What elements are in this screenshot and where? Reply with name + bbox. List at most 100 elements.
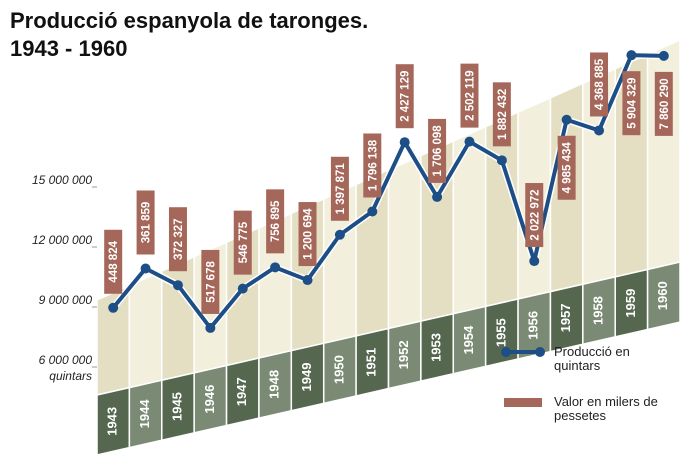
value-box: 4 985 434 xyxy=(557,135,576,200)
value-box-bg xyxy=(395,64,414,129)
x-tick-label: 1947 xyxy=(234,377,249,406)
value-label: 2 022 972 xyxy=(529,189,541,240)
legend-swatch xyxy=(501,347,545,357)
point xyxy=(172,280,183,291)
value-box-bg xyxy=(201,249,220,314)
value-box-bg xyxy=(330,156,349,221)
legend: Producció en quintars Valor en milers de … xyxy=(500,345,690,445)
x-tick-label: 1954 xyxy=(461,325,476,355)
point xyxy=(334,229,345,240)
chart-subtitle: 1943 - 1960 xyxy=(10,36,127,61)
value-box-bg xyxy=(492,82,511,147)
column xyxy=(96,284,131,396)
point xyxy=(399,137,410,148)
value-box: 756 895 xyxy=(266,189,285,254)
x-tick-label: 1960 xyxy=(655,281,670,310)
value-box-bg xyxy=(428,118,447,183)
legend-key xyxy=(500,395,546,409)
value-box: 4 368 885 xyxy=(590,52,609,117)
value-label: 1 397 871 xyxy=(335,163,347,215)
y-tick-label: 15 000 000 xyxy=(32,173,92,187)
legend-item: Producció en quintars xyxy=(500,345,690,373)
value-label: 361 859 xyxy=(141,202,153,244)
x-tick-label: 1948 xyxy=(267,370,282,399)
legend-box xyxy=(504,398,542,407)
value-label: 372 327 xyxy=(173,218,185,260)
point xyxy=(594,125,605,136)
value-box-bg xyxy=(104,229,123,294)
value-box: 372 327 xyxy=(168,207,187,272)
x-tick-label: 1957 xyxy=(558,303,573,332)
value-box: 1 882 432 xyxy=(492,82,511,147)
point xyxy=(529,256,540,267)
value-box-bg xyxy=(233,210,252,275)
point xyxy=(626,50,637,61)
point xyxy=(658,50,669,61)
value-box-bg xyxy=(590,52,609,117)
value-box: 546 775 xyxy=(233,210,252,275)
value-box: 2 427 129 xyxy=(395,64,414,129)
chart-title: Producció espanyola de taronges. xyxy=(10,8,368,33)
value-box-bg xyxy=(168,207,187,272)
value-box-bg xyxy=(654,71,673,136)
point xyxy=(464,136,475,147)
point xyxy=(237,283,248,294)
value-box-bg xyxy=(136,190,155,255)
y-tick-label: 6 000 000 xyxy=(39,353,93,367)
legend-point xyxy=(501,347,511,357)
legend-key xyxy=(500,345,546,359)
value-box: 1 200 694 xyxy=(298,202,317,267)
x-tick-label: 1953 xyxy=(429,333,444,362)
point xyxy=(367,206,378,217)
point xyxy=(496,155,507,166)
value-label: 7 860 290 xyxy=(659,78,671,129)
value-box-bg xyxy=(460,63,479,128)
line xyxy=(111,53,664,330)
value-label: 2 502 119 xyxy=(465,70,477,121)
x-tick-label: 1943 xyxy=(105,407,120,436)
value-box-bg xyxy=(557,135,576,200)
value-box: 361 859 xyxy=(136,190,155,255)
value-box: 517 678 xyxy=(201,249,220,314)
x-tick-label: 1951 xyxy=(364,348,379,377)
value-box: 2 502 119 xyxy=(460,63,479,128)
value-box-bg xyxy=(525,183,544,248)
column xyxy=(128,269,163,389)
x-tick-label: 1949 xyxy=(299,363,314,392)
value-label: 1 706 098 xyxy=(432,125,444,177)
legend-item: Valor en milers de pessetes xyxy=(500,395,690,423)
y-tick-label: 9 000 000 xyxy=(39,293,93,307)
value-label: 1 200 694 xyxy=(303,208,315,260)
value-box-bg xyxy=(622,71,641,136)
value-label: 756 895 xyxy=(270,200,282,242)
value-box: 448 824 xyxy=(104,229,123,294)
value-box: 1 397 871 xyxy=(330,156,349,221)
value-box-bg xyxy=(266,189,285,254)
value-box-bg xyxy=(298,202,317,267)
point xyxy=(205,322,216,333)
value-label: 2 427 129 xyxy=(400,71,412,122)
legend-swatch xyxy=(504,398,542,407)
value-label: 1 796 138 xyxy=(367,139,379,191)
x-tick-label: 1944 xyxy=(137,399,152,429)
value-label: 448 824 xyxy=(108,240,120,282)
value-label: 546 775 xyxy=(238,221,250,263)
value-label: 1 882 432 xyxy=(497,89,509,140)
point xyxy=(140,263,151,274)
point xyxy=(561,114,572,125)
value-box: 1 796 138 xyxy=(363,133,382,198)
x-tick-label: 1955 xyxy=(493,318,508,347)
legend-point xyxy=(535,347,545,357)
value-label: 4 368 885 xyxy=(594,58,606,110)
column xyxy=(161,255,195,382)
x-tick-label: 1958 xyxy=(590,296,605,325)
value-label: 4 985 434 xyxy=(562,142,574,194)
legend-label: Valor en milers de pessetes xyxy=(554,394,658,423)
point xyxy=(302,275,313,286)
point xyxy=(432,191,443,202)
value-label: 5 904 329 xyxy=(626,78,638,129)
x-tick-label: 1959 xyxy=(623,289,638,318)
value-box: 7 860 290 xyxy=(654,71,673,136)
y-axis-label: quintars xyxy=(49,369,92,383)
value-box: 5 904 329 xyxy=(622,71,641,136)
